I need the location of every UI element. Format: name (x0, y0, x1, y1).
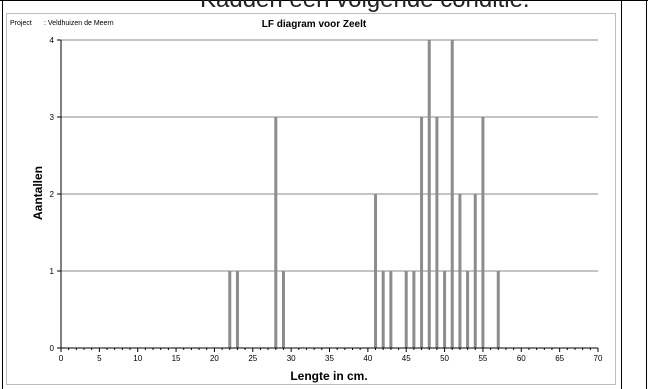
bar-54 (473, 194, 477, 348)
page-top-rule (0, 0, 648, 1)
bar-45 (404, 271, 408, 348)
bar-46 (412, 271, 416, 348)
y-tick-label-0: 0 (50, 344, 55, 353)
x-tick-label-55: 55 (478, 354, 487, 363)
x-tick-label-45: 45 (402, 354, 411, 363)
bars (228, 40, 500, 348)
x-tick-label-65: 65 (555, 354, 564, 363)
x-tick-label-15: 15 (172, 354, 181, 363)
x-tick-label-50: 50 (440, 354, 449, 363)
y-tick-label-1: 1 (50, 267, 55, 276)
y-tick-labels: 0 1 2 3 4 (50, 36, 55, 353)
chart-title: LF diagram voor Zeelt (262, 19, 367, 30)
x-tick-label-10: 10 (133, 354, 142, 363)
y-tick-label-2: 2 (50, 190, 55, 199)
y-tick-label-4: 4 (50, 36, 55, 45)
bar-55 (481, 117, 485, 348)
axes (57, 39, 599, 352)
bar-41 (374, 194, 378, 348)
bar-28 (274, 117, 278, 348)
table-border-right (646, 0, 647, 389)
bar-49 (435, 117, 439, 348)
project-value: : Veldhuizen de Meern (44, 20, 114, 27)
bar-23 (235, 271, 239, 348)
x-tick-label-20: 20 (210, 354, 219, 363)
x-tick-label-60: 60 (517, 354, 526, 363)
page-heading-fragment: Kadden een volgende conditie. (200, 0, 630, 16)
bar-42 (381, 271, 385, 348)
chart-frame (6, 13, 616, 385)
x-axis-label: Lengte in cm. (290, 369, 367, 383)
bar-22 (228, 271, 232, 348)
x-tick-label-0: 0 (59, 354, 64, 363)
grid-lines (61, 39, 598, 272)
bar-47 (420, 117, 424, 348)
table-border-left (2, 0, 3, 389)
x-tick-label-5: 5 (97, 354, 102, 363)
x-tick-label-40: 40 (363, 354, 372, 363)
bar-43 (389, 271, 393, 348)
x-tick-label-30: 30 (287, 354, 296, 363)
project-label: Project (10, 20, 32, 27)
table-border-middle (621, 0, 622, 389)
bar-50 (443, 271, 447, 348)
bar-57 (496, 271, 500, 348)
x-tick-label-35: 35 (325, 354, 334, 363)
bar-29 (281, 271, 285, 348)
x-tick-labels: 0 5 10 15 20 25 30 35 40 45 50 55 60 65 70 (59, 354, 603, 363)
bar-52 (458, 194, 462, 348)
bar-48 (427, 40, 431, 348)
y-axis-label: Aantallen (31, 166, 45, 220)
bar-53 (466, 271, 470, 348)
x-tick-label-25: 25 (248, 354, 257, 363)
bar-51 (450, 40, 454, 348)
y-tick-label-3: 3 (50, 113, 55, 122)
x-tick-label-70: 70 (594, 354, 603, 363)
